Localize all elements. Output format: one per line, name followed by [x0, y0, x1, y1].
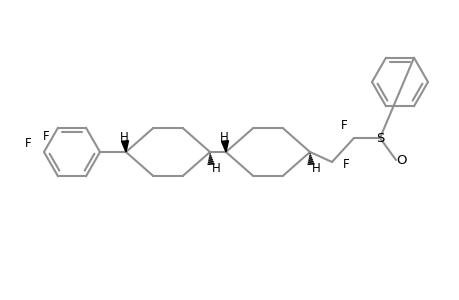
Text: O: O — [396, 154, 406, 166]
Polygon shape — [221, 141, 228, 152]
Text: H: H — [219, 130, 228, 143]
Polygon shape — [121, 141, 128, 152]
Text: F: F — [342, 158, 348, 170]
Text: H: H — [311, 161, 319, 175]
Text: H: H — [211, 161, 220, 175]
Text: F: F — [43, 130, 50, 143]
Text: S: S — [375, 131, 383, 145]
Text: F: F — [340, 118, 347, 131]
Text: H: H — [119, 130, 128, 143]
Text: F: F — [25, 136, 32, 149]
